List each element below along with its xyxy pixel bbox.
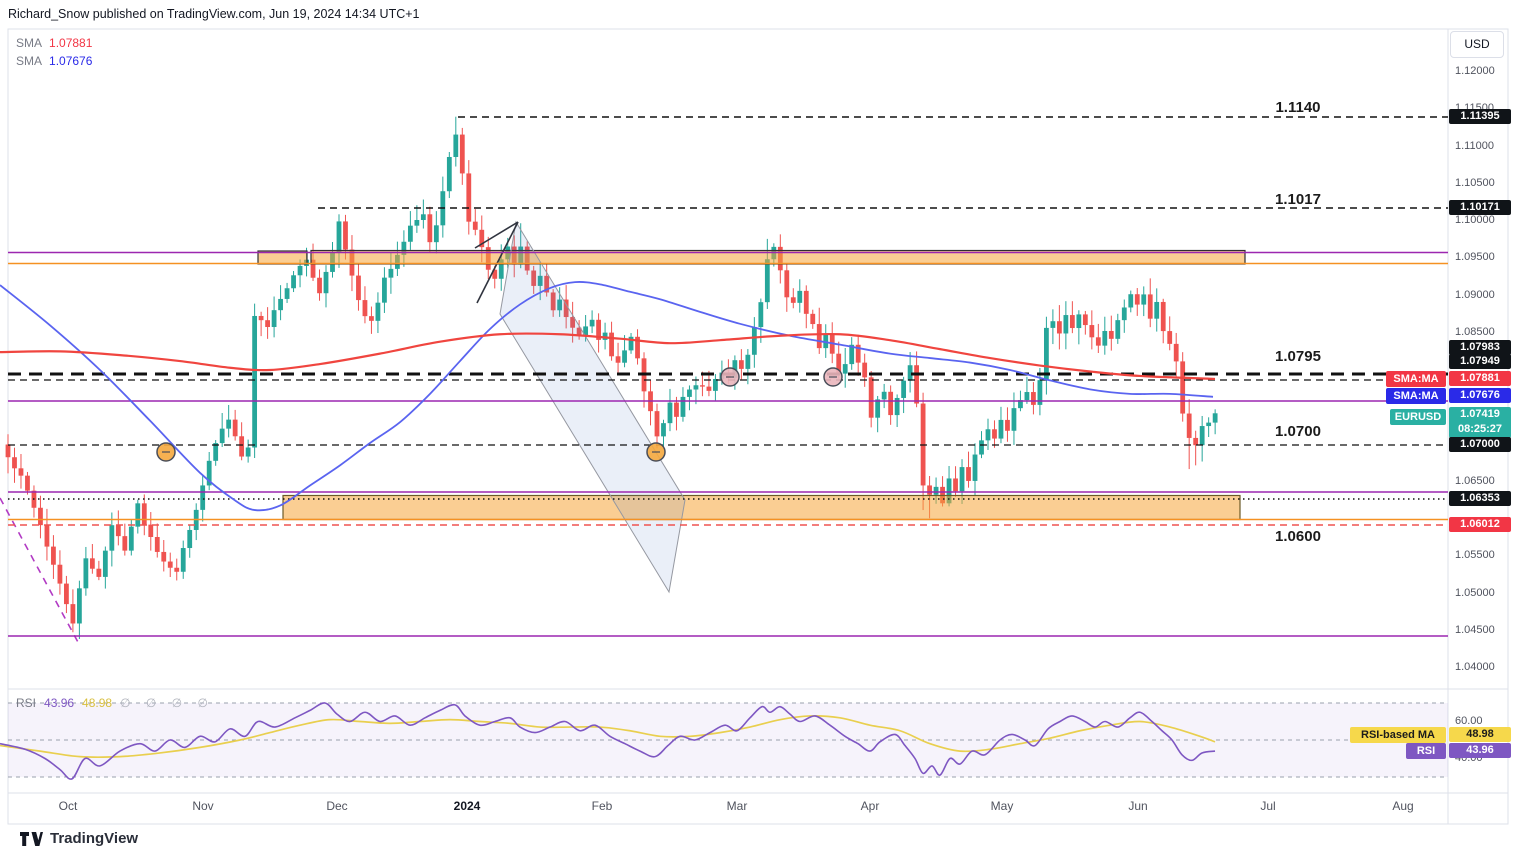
axis-price-badge: 1.06353 bbox=[1449, 491, 1511, 506]
axis-price-badge: 1.11395 bbox=[1449, 109, 1511, 124]
axis-price-badge: 1.07983 bbox=[1449, 340, 1511, 355]
rsi-ma-edge-badge: RSI-based MA bbox=[1350, 727, 1446, 743]
rsi-ma-value: 48.98 bbox=[82, 696, 113, 710]
price-tick: 1.05500 bbox=[1455, 549, 1495, 562]
key-level-label: 1.1140 bbox=[1275, 99, 1321, 116]
axis-price-badge: 1.06012 bbox=[1449, 517, 1511, 532]
month-label-2024: 2024 bbox=[453, 799, 481, 813]
rsi-tick: 60.00 bbox=[1455, 714, 1483, 727]
price-tick: 1.09500 bbox=[1455, 251, 1495, 264]
sma-edge-badge: SMA:MA bbox=[1386, 371, 1446, 387]
price-tick: 1.12000 bbox=[1455, 65, 1495, 77]
month-label-jun: Jun bbox=[1128, 799, 1148, 813]
month-label-nov: Nov bbox=[192, 799, 214, 813]
candles bbox=[5, 116, 1218, 640]
sma-edge-badge: SMA:MA bbox=[1386, 388, 1446, 404]
currency-axis-button[interactable]: USD bbox=[1450, 31, 1504, 58]
key-level-label: 1.0600 bbox=[1275, 528, 1321, 545]
month-label-apr: Apr bbox=[860, 799, 880, 813]
price-tick: 1.06500 bbox=[1455, 474, 1495, 487]
rsi-hidden-params-icons: ∅ ∅ ∅ ∅ bbox=[120, 696, 214, 710]
rsi-axis-badge: 48.98 bbox=[1449, 727, 1511, 742]
tradingview-brand-text: TradingView bbox=[50, 830, 139, 847]
month-label-mar: Mar bbox=[726, 799, 748, 813]
tradingview-logo-icon bbox=[20, 831, 43, 846]
price-tick: 1.08500 bbox=[1455, 325, 1495, 338]
price-tick: 1.11000 bbox=[1455, 139, 1494, 152]
rsi-legend[interactable]: RSI 43.96 48.98 ∅ ∅ ∅ ∅ bbox=[16, 696, 214, 710]
month-label-feb: Feb bbox=[591, 799, 613, 813]
sma-indicator-label: SMA bbox=[16, 54, 43, 68]
legend-sma-blue[interactable]: SMA 1.07676 bbox=[16, 54, 92, 68]
axis-price-badge: 1.07419 08:25:27 bbox=[1449, 407, 1511, 438]
price-tick: 1.09000 bbox=[1455, 288, 1495, 301]
rsi-value: 43.96 bbox=[44, 696, 75, 710]
month-label-aug: Aug bbox=[1392, 799, 1414, 813]
axis-price-badge: 1.07881 bbox=[1449, 371, 1511, 386]
sma-indicator-label: SMA bbox=[16, 36, 43, 50]
axis-price-badge: 1.10171 bbox=[1449, 200, 1511, 215]
price-tick: 1.04000 bbox=[1455, 661, 1495, 673]
price-tick: 1.10500 bbox=[1455, 176, 1495, 189]
month-label-may: May bbox=[990, 799, 1014, 813]
rsi-axis-badge: 43.96 bbox=[1449, 743, 1511, 758]
key-level-label: 1.0700 bbox=[1275, 423, 1321, 440]
price-tick: 1.10000 bbox=[1455, 214, 1495, 226]
legend-sma-red[interactable]: SMA 1.07881 bbox=[16, 36, 92, 50]
sma-red-value: 1.07881 bbox=[49, 36, 93, 50]
month-label-oct: Oct bbox=[58, 799, 78, 813]
axis-price-badge: 1.07676 bbox=[1449, 388, 1511, 403]
axis-price-badge: 1.07949 bbox=[1449, 354, 1511, 369]
key-level-label: 1.1017 bbox=[1275, 191, 1321, 208]
price-tick: 1.05000 bbox=[1455, 586, 1495, 599]
tradingview-attribution[interactable]: TradingView bbox=[20, 830, 138, 847]
published-chart-title: Richard_Snow published on TradingView.co… bbox=[8, 7, 420, 21]
rsi-edge-badge: RSI bbox=[1406, 743, 1446, 759]
price-tick: 1.04500 bbox=[1455, 623, 1495, 636]
axis-price-badge: 1.07000 bbox=[1449, 437, 1511, 452]
rsi-label: RSI bbox=[16, 696, 37, 710]
month-label-jul: Jul bbox=[1260, 799, 1276, 813]
key-level-label: 1.0795 bbox=[1275, 348, 1321, 365]
month-label-dec: Dec bbox=[326, 799, 348, 813]
sma-blue-value: 1.07676 bbox=[49, 54, 93, 68]
symbol-edge-badge: EURUSD bbox=[1390, 409, 1446, 425]
